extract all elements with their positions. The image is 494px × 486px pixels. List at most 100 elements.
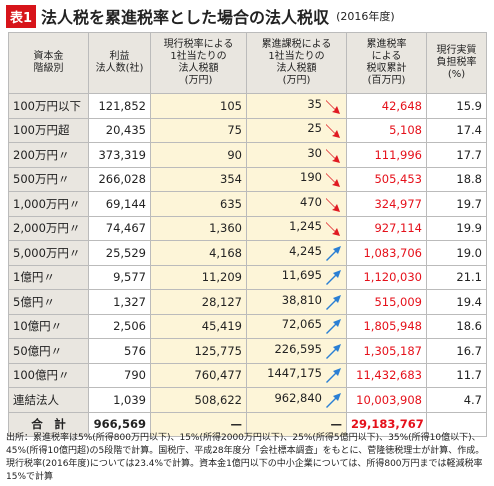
cell-text: 1億円〃 [13, 270, 55, 285]
cell-text: 4,168 [209, 245, 242, 260]
table-row: 100万円超 20,435 75 25 5,108 17.4 [8, 117, 487, 143]
arrow-down [326, 99, 340, 114]
cell-text: 2,506 [113, 319, 146, 334]
arrow-up [326, 294, 341, 310]
cell-text: 576 [124, 343, 146, 358]
table-cell: 190 [246, 166, 347, 192]
cell-text: 508,622 [194, 392, 242, 407]
cell-text: 1,120,030 [363, 270, 422, 285]
cell-text: 11,695 [281, 268, 322, 283]
table-row: 5億円〃 1,327 28,127 38,810 515,009 19.4 [8, 289, 487, 315]
table-row: 500万円〃 266,028 354 190 505,453 18.8 [8, 166, 487, 192]
cell-text: 1,327 [113, 294, 146, 309]
table-cell: 470 [246, 191, 347, 217]
table-cell: 18.8 [426, 166, 487, 192]
table-cell: 74,467 [88, 215, 151, 241]
cell-text: 25 [307, 121, 322, 136]
table-cell: 45,419 [150, 313, 247, 339]
cell-text: 100万円超 [13, 123, 70, 138]
cell-text: 19.9 [456, 221, 482, 236]
table-cell: 16.7 [426, 338, 487, 364]
column-header: 利益 法人数(社) [88, 32, 151, 94]
cell-text: 760,477 [194, 368, 242, 383]
table-cell: 576 [88, 338, 151, 364]
table-cell: 42,648 [346, 93, 427, 119]
cell-text: — [330, 417, 343, 432]
cell-text: 15.9 [456, 98, 482, 113]
data-table: 資本金 階級別 利益 法人数(社) 現行税率による 1社当たりの 法人税額 (万円)… [8, 32, 487, 437]
table-cell: 38,810 [246, 289, 347, 315]
cell-text: 1,083,706 [363, 245, 422, 260]
table-cell: 5,108 [346, 117, 427, 143]
table-cell: 125,775 [150, 338, 247, 364]
table-body: 100万円以下 121,852 105 35 42,648 15.9 100万円超 20,43… [8, 93, 487, 437]
table-cell: 1,000万円〃 [8, 191, 89, 217]
table-cell: 1,360 [150, 215, 247, 241]
cell-text: 121,852 [98, 98, 146, 113]
table-row: 200万円〃 373,319 90 30 111,996 17.7 [8, 142, 487, 168]
table-cell: 17.4 [426, 117, 487, 143]
cell-text: 226,595 [274, 341, 322, 356]
cell-text: 19.4 [456, 294, 482, 309]
cell-text: 11.7 [456, 368, 482, 383]
table-cell: 11.7 [426, 362, 487, 388]
table-cell: 21.1 [426, 264, 487, 290]
cell-text: 1,245 [289, 219, 322, 234]
table-cell: 1447,175 [246, 362, 347, 388]
table-row: 1,000万円〃 69,144 635 470 324,977 19.7 [8, 191, 487, 217]
table-cell: 35 [246, 93, 347, 119]
cell-text: 1447,175 [267, 366, 322, 381]
table-cell: 4,168 [150, 240, 247, 266]
table-cell: 515,009 [346, 289, 427, 315]
table-row: 50億円〃 576 125,775 226,595 1,305,187 16.7 [8, 338, 487, 364]
cell-text: 962,840 [274, 390, 322, 405]
cell-text: 927,114 [374, 221, 422, 236]
cell-text: 11,432,683 [356, 368, 422, 383]
cell-text: 1,000万円〃 [13, 196, 81, 211]
cell-text: 9,577 [113, 270, 146, 285]
table-row: 1億円〃 9,577 11,209 11,695 1,120,030 21.1 [8, 264, 487, 290]
table-cell: 10,003,908 [346, 387, 427, 413]
table-cell: 100億円〃 [8, 362, 89, 388]
cell-text: 19.0 [456, 245, 482, 260]
cell-text: 21.1 [456, 270, 482, 285]
table-cell: 90 [150, 142, 247, 168]
cell-text: 35 [307, 96, 322, 111]
cell-text: 190 [300, 170, 322, 185]
table-cell: 1,120,030 [346, 264, 427, 290]
cell-text: 1,805,948 [363, 319, 422, 334]
table-cell: 1,805,948 [346, 313, 427, 339]
cell-text: 90 [227, 147, 242, 162]
arrow-up [326, 245, 341, 261]
cell-text: 75 [227, 123, 242, 138]
table-cell: 75 [150, 117, 247, 143]
cell-text: 105 [220, 98, 242, 113]
table-row: 連結法人 1,039 508,622 962,840 10,003,908 4.7 [8, 387, 487, 413]
column-header: 現行税率による 1社当たりの 法人税額 (万円) [150, 32, 247, 94]
table-cell: 354 [150, 166, 247, 192]
table-cell [426, 411, 487, 437]
cell-text: 200万円〃 [13, 147, 70, 162]
cell-text: 324,977 [374, 196, 422, 211]
cell-text: 18.6 [456, 319, 482, 334]
column-header: 累進税率 による 税収累計 (百万円) [346, 32, 427, 94]
cell-text: 470 [300, 194, 322, 209]
cell-text: 5,000万円〃 [13, 245, 81, 260]
table-cell: 連結法人 [8, 387, 89, 413]
arrow-down [326, 148, 340, 163]
arrow-down [326, 222, 340, 237]
table-cell: 9,577 [88, 264, 151, 290]
cell-text: 1,039 [113, 392, 146, 407]
table-cell: 72,065 [246, 313, 347, 339]
table-cell: 4.7 [426, 387, 487, 413]
arrow-up [326, 392, 341, 408]
cell-text: 111,996 [374, 147, 422, 162]
table-cell: 30 [246, 142, 347, 168]
cell-text: 11,209 [201, 270, 242, 285]
table-row: 合 計 966,569 — — 29,183,767 [8, 411, 487, 437]
table-cell: 18.6 [426, 313, 487, 339]
cell-text: 1,360 [209, 221, 242, 236]
table-cell: 505,453 [346, 166, 427, 192]
cell-text: 1,305,187 [363, 343, 422, 358]
column-header: 現行実質 負担税率 (%) [426, 32, 487, 94]
